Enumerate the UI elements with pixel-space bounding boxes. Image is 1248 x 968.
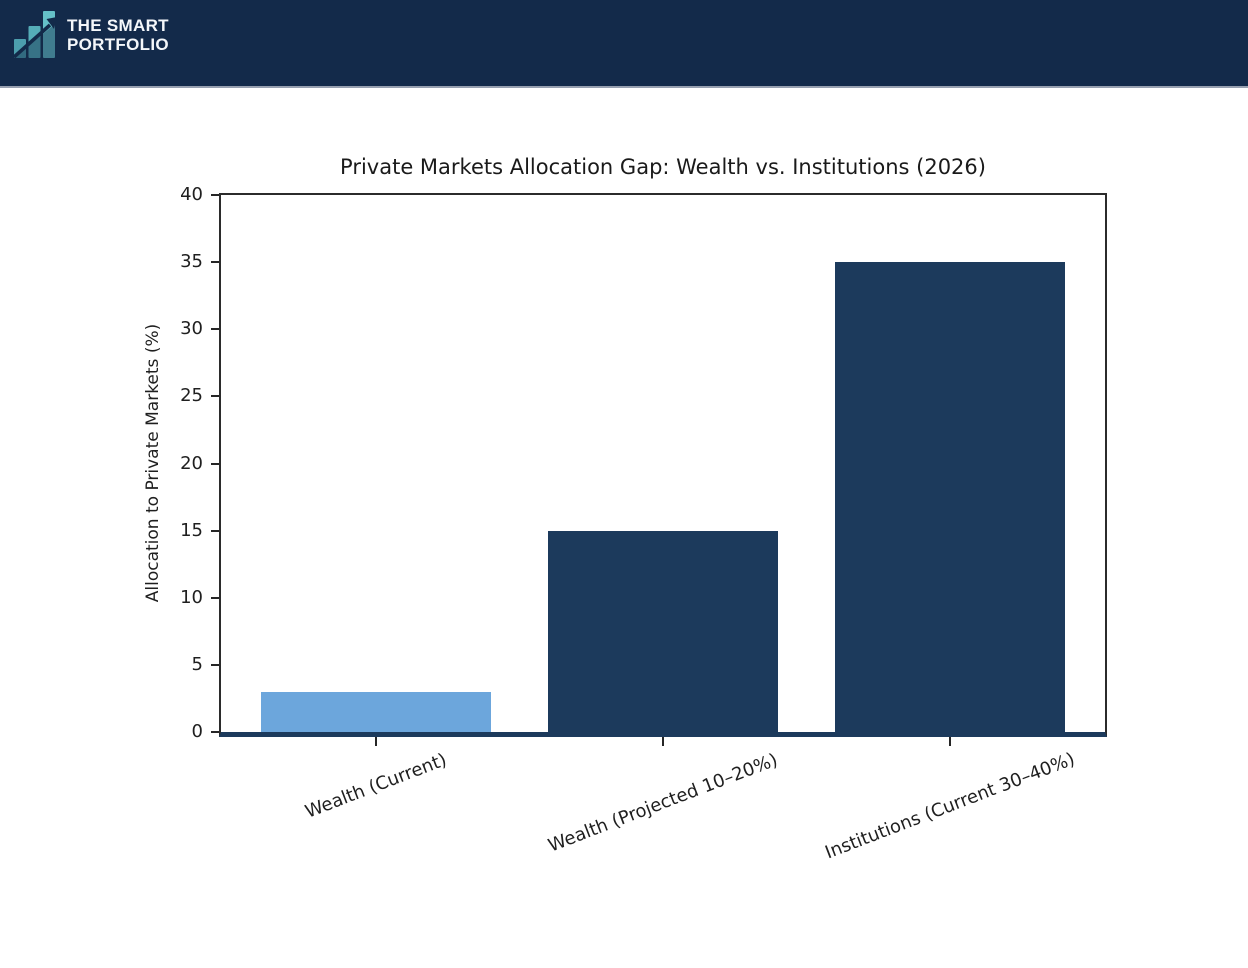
bar-3	[835, 262, 1065, 732]
y-axis-tick	[211, 529, 219, 532]
y-axis-tick-label: 40	[180, 184, 203, 205]
y-axis-tick	[211, 194, 219, 196]
y-axis-tick-label: 30	[180, 318, 203, 340]
y-axis-tick	[211, 328, 219, 331]
y-axis-tick-label: 35	[180, 251, 203, 273]
y-axis-tick-label: 15	[180, 519, 203, 541]
x-axis-tick	[949, 737, 951, 746]
y-axis-tick-label: 10	[180, 586, 203, 608]
app-header: THE SMART PORTFOLIO	[0, 0, 1248, 88]
y-axis-tick	[211, 663, 219, 666]
x-axis-tick	[662, 737, 664, 746]
bar-2	[548, 530, 778, 732]
x-axis-tick-label: Institutions (Current 30–40%)	[822, 748, 1078, 864]
y-axis-tick-label: 0	[191, 721, 203, 742]
chart-title: Private Markets Allocation Gap: Wealth v…	[340, 155, 986, 179]
bar-chart-with-arrow-icon	[13, 11, 57, 59]
y-axis-tick-label: 5	[191, 653, 203, 675]
bar-1	[261, 691, 491, 732]
y-axis-tick-label: 20	[180, 452, 203, 474]
y-axis-tick-label: 25	[180, 385, 203, 407]
y-axis-tick	[211, 731, 219, 733]
x-axis-tick-label: Wealth (Current)	[302, 749, 450, 823]
y-axis-tick	[211, 395, 219, 398]
y-axis-tick	[211, 596, 219, 599]
brand-name: THE SMART PORTFOLIO	[67, 16, 169, 54]
plot-area: 0 5 10 15 20 25 30 35 40 Wealth (Current) Wealth (…	[180, 184, 1107, 864]
brand-name-line2: PORTFOLIO	[67, 35, 169, 54]
brand-name-line1: THE SMART	[67, 16, 169, 35]
brand: THE SMART PORTFOLIO	[13, 10, 169, 60]
x-axis-tick-label: Wealth (Projected 10–20%)	[545, 749, 781, 857]
y-axis-tick	[211, 261, 219, 264]
y-axis-tick	[211, 462, 219, 465]
x-axis-tick	[374, 737, 377, 746]
